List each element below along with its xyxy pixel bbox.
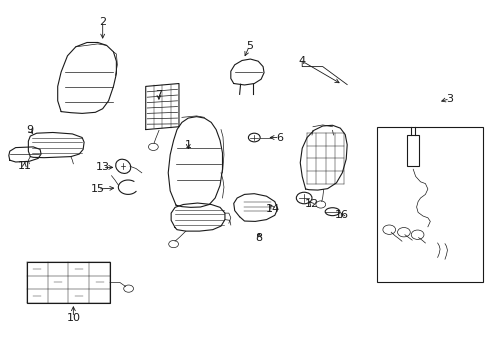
Text: 1: 1 bbox=[184, 140, 191, 150]
Text: 2: 2 bbox=[99, 17, 106, 27]
Text: 13: 13 bbox=[96, 162, 109, 172]
Text: 5: 5 bbox=[245, 41, 252, 51]
Text: 15: 15 bbox=[91, 184, 104, 194]
Text: 7: 7 bbox=[155, 90, 162, 100]
Bar bbox=[27, 262, 110, 303]
Text: 9: 9 bbox=[26, 125, 33, 135]
Text: 14: 14 bbox=[265, 204, 279, 214]
Text: 16: 16 bbox=[335, 210, 348, 220]
Text: 10: 10 bbox=[66, 312, 80, 323]
Text: 6: 6 bbox=[276, 132, 283, 143]
Bar bbox=[376, 127, 482, 282]
Text: 8: 8 bbox=[255, 233, 262, 243]
Text: 3: 3 bbox=[446, 94, 452, 104]
Text: 12: 12 bbox=[305, 199, 318, 210]
Text: 11: 11 bbox=[18, 161, 31, 171]
Bar bbox=[406, 135, 418, 166]
Text: 4: 4 bbox=[298, 56, 305, 66]
